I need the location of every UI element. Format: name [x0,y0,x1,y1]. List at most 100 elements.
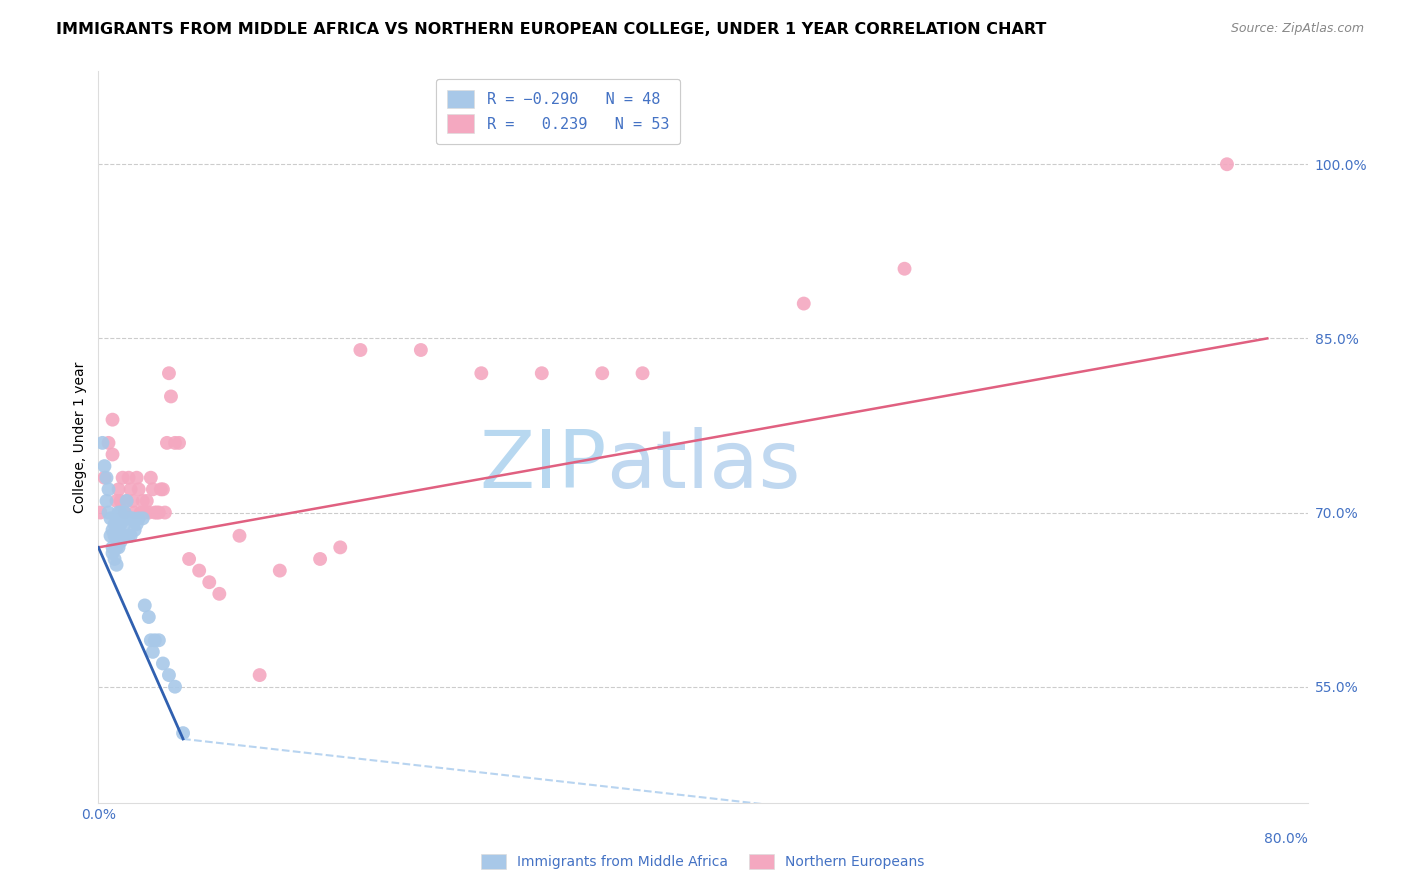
Point [101,412,124,426]
Point [793,296,815,310]
Point [118,471,141,485]
Point [142,645,165,659]
Point [349,343,371,357]
Point [111,511,134,525]
Point [120,483,142,497]
Point [105,523,128,537]
Point [107,541,129,555]
Point [101,448,124,462]
Point [93,471,115,485]
Legend: R = −0.290   N = 48, R =   0.239   N = 53: R = −0.290 N = 48, R = 0.239 N = 53 [436,79,679,144]
Point [249,668,271,682]
Point [114,506,136,520]
Point [105,541,128,555]
Point [157,366,180,380]
Point [128,511,150,525]
Point [893,261,915,276]
Point [100,529,122,543]
Point [269,564,291,578]
Point [139,471,162,485]
Point [111,471,134,485]
Point [89,506,111,520]
Point [132,511,155,525]
Point [156,436,179,450]
Point [152,483,174,497]
Point [167,436,190,450]
Point [138,610,160,624]
Point [125,471,148,485]
Point [115,494,138,508]
Point [120,511,142,525]
Point [97,506,120,520]
Point [153,506,176,520]
Point [129,506,152,520]
Point [101,523,124,537]
Point [114,517,136,532]
Point [120,529,142,543]
Point [128,483,150,497]
Text: ZIP: ZIP [479,427,606,506]
Point [148,506,170,520]
Point [111,529,134,543]
Point [132,494,155,508]
Point [309,552,332,566]
Point [208,587,231,601]
Point [103,529,125,543]
Point [103,517,125,532]
Point [530,366,553,380]
Point [143,633,166,648]
Y-axis label: College, Under 1 year: College, Under 1 year [73,361,87,513]
Point [110,494,132,508]
Point [115,494,138,508]
Point [135,494,157,508]
Point [107,506,129,520]
Point [188,564,211,578]
Legend: Immigrants from Middle Africa, Northern Europeans: Immigrants from Middle Africa, Northern … [474,847,932,876]
Point [97,483,120,497]
Point [157,668,180,682]
Point [149,483,172,497]
Point [329,541,352,555]
Point [91,436,114,450]
Point [100,511,122,525]
Point [470,366,492,380]
Point [1216,157,1239,171]
Point [105,494,128,508]
Point [163,436,186,450]
Point [198,575,221,590]
Point [142,483,165,497]
Point [114,506,136,520]
Text: IMMIGRANTS FROM MIDDLE AFRICA VS NORTHERN EUROPEAN COLLEGE, UNDER 1 YEAR CORRELA: IMMIGRANTS FROM MIDDLE AFRICA VS NORTHER… [56,22,1046,37]
Point [134,599,156,613]
Point [118,511,141,525]
Point [121,494,143,508]
Point [121,511,143,525]
Point [179,552,201,566]
Point [152,657,174,671]
Point [146,506,169,520]
Point [118,529,141,543]
Point [148,633,170,648]
Point [160,389,183,403]
Point [110,506,132,520]
Point [163,680,186,694]
Text: 80.0%: 80.0% [1264,832,1308,846]
Point [591,366,613,380]
Point [138,506,160,520]
Point [115,511,138,525]
Point [134,506,156,520]
Point [96,471,118,485]
Point [124,506,146,520]
Point [172,726,194,740]
Point [96,494,118,508]
Point [125,517,148,532]
Point [101,541,124,555]
Point [110,534,132,549]
Point [631,366,654,380]
Point [110,517,132,532]
Point [93,459,115,474]
Point [124,523,146,537]
Point [97,436,120,450]
Point [409,343,432,357]
Text: atlas: atlas [606,427,800,506]
